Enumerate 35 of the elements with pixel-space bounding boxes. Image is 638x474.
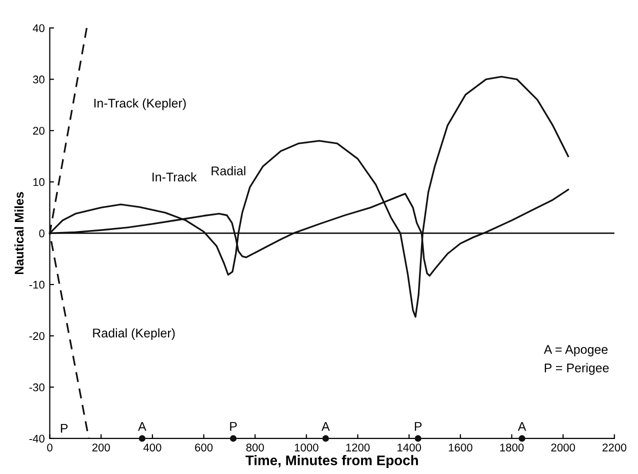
x-tick-label: 600 (195, 444, 213, 452)
annotation: In-Track (Kepler) (94, 98, 186, 110)
y-tick-label: 30 (32, 76, 44, 84)
x-axis-title: Time, Minutes from Epoch (246, 455, 418, 468)
x-tick-label: 1800 (500, 444, 524, 452)
y-axis-title: Nautical Miles (14, 192, 24, 274)
annotation: P (230, 422, 237, 431)
y-tick-label: -20 (29, 332, 44, 340)
annotation: P (60, 424, 68, 433)
y-tick-label: 10 (33, 178, 44, 186)
x-tick-label: 1000 (294, 444, 318, 452)
x-tick-label: 2200 (602, 444, 626, 452)
x-tick-label: 1200 (346, 444, 370, 452)
y-tick-label: -10 (29, 280, 44, 289)
annotation: A (322, 422, 330, 431)
x-tick-label: 1400 (398, 444, 421, 452)
x-tick-label: 400 (143, 444, 162, 452)
x-tick-label: 200 (92, 444, 110, 452)
x-tick-label: 0 (47, 444, 52, 452)
annotation: P = Perigee (544, 363, 609, 375)
y-tick-label: 40 (32, 24, 44, 32)
annotation: In-Track (152, 172, 197, 182)
y-tick-label: 0 (39, 229, 44, 238)
x-tick-label: 2000 (551, 444, 575, 452)
annotation: P (414, 422, 422, 431)
annotation: A (138, 422, 146, 431)
y-tick-label: -40 (29, 434, 44, 443)
annotation: Radial (Kepler) (93, 328, 175, 340)
y-tick-label: 20 (33, 126, 44, 135)
annotation: A = Apogee (544, 345, 608, 356)
annotation: Radial (212, 166, 246, 176)
annotation: A (518, 422, 526, 431)
y-tick-label: -30 (29, 383, 44, 392)
x-tick-label: 1600 (448, 444, 472, 452)
x-tick-label: 800 (246, 444, 264, 452)
